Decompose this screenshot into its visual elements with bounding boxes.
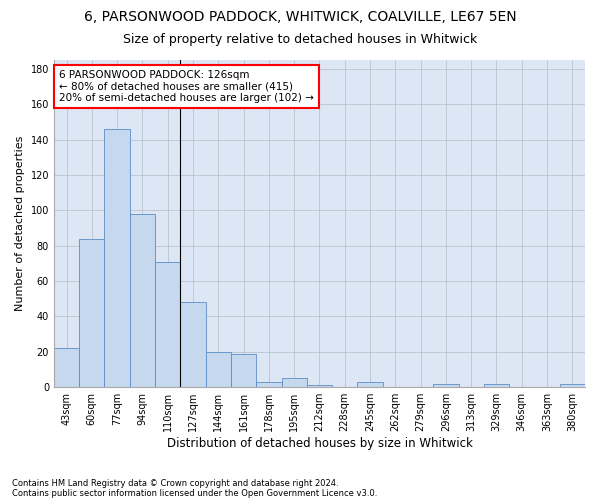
Bar — [433, 384, 458, 387]
Text: 6, PARSONWOOD PADDOCK, WHITWICK, COALVILLE, LE67 5EN: 6, PARSONWOOD PADDOCK, WHITWICK, COALVIL… — [83, 10, 517, 24]
Bar — [104, 129, 130, 387]
Bar — [560, 384, 585, 387]
Text: Contains public sector information licensed under the Open Government Licence v3: Contains public sector information licen… — [12, 488, 377, 498]
Bar — [130, 214, 155, 387]
Bar — [358, 382, 383, 387]
Text: Size of property relative to detached houses in Whitwick: Size of property relative to detached ho… — [123, 32, 477, 46]
Bar — [307, 386, 332, 387]
Bar — [231, 354, 256, 387]
Text: 6 PARSONWOOD PADDOCK: 126sqm
← 80% of detached houses are smaller (415)
20% of s: 6 PARSONWOOD PADDOCK: 126sqm ← 80% of de… — [59, 70, 314, 103]
Y-axis label: Number of detached properties: Number of detached properties — [15, 136, 25, 312]
Bar — [155, 262, 181, 387]
Text: Contains HM Land Registry data © Crown copyright and database right 2024.: Contains HM Land Registry data © Crown c… — [12, 478, 338, 488]
Bar — [79, 238, 104, 387]
Bar — [281, 378, 307, 387]
Bar — [256, 382, 281, 387]
Bar — [206, 352, 231, 387]
Bar — [181, 302, 206, 387]
Bar — [54, 348, 79, 387]
X-axis label: Distribution of detached houses by size in Whitwick: Distribution of detached houses by size … — [167, 437, 472, 450]
Bar — [484, 384, 509, 387]
